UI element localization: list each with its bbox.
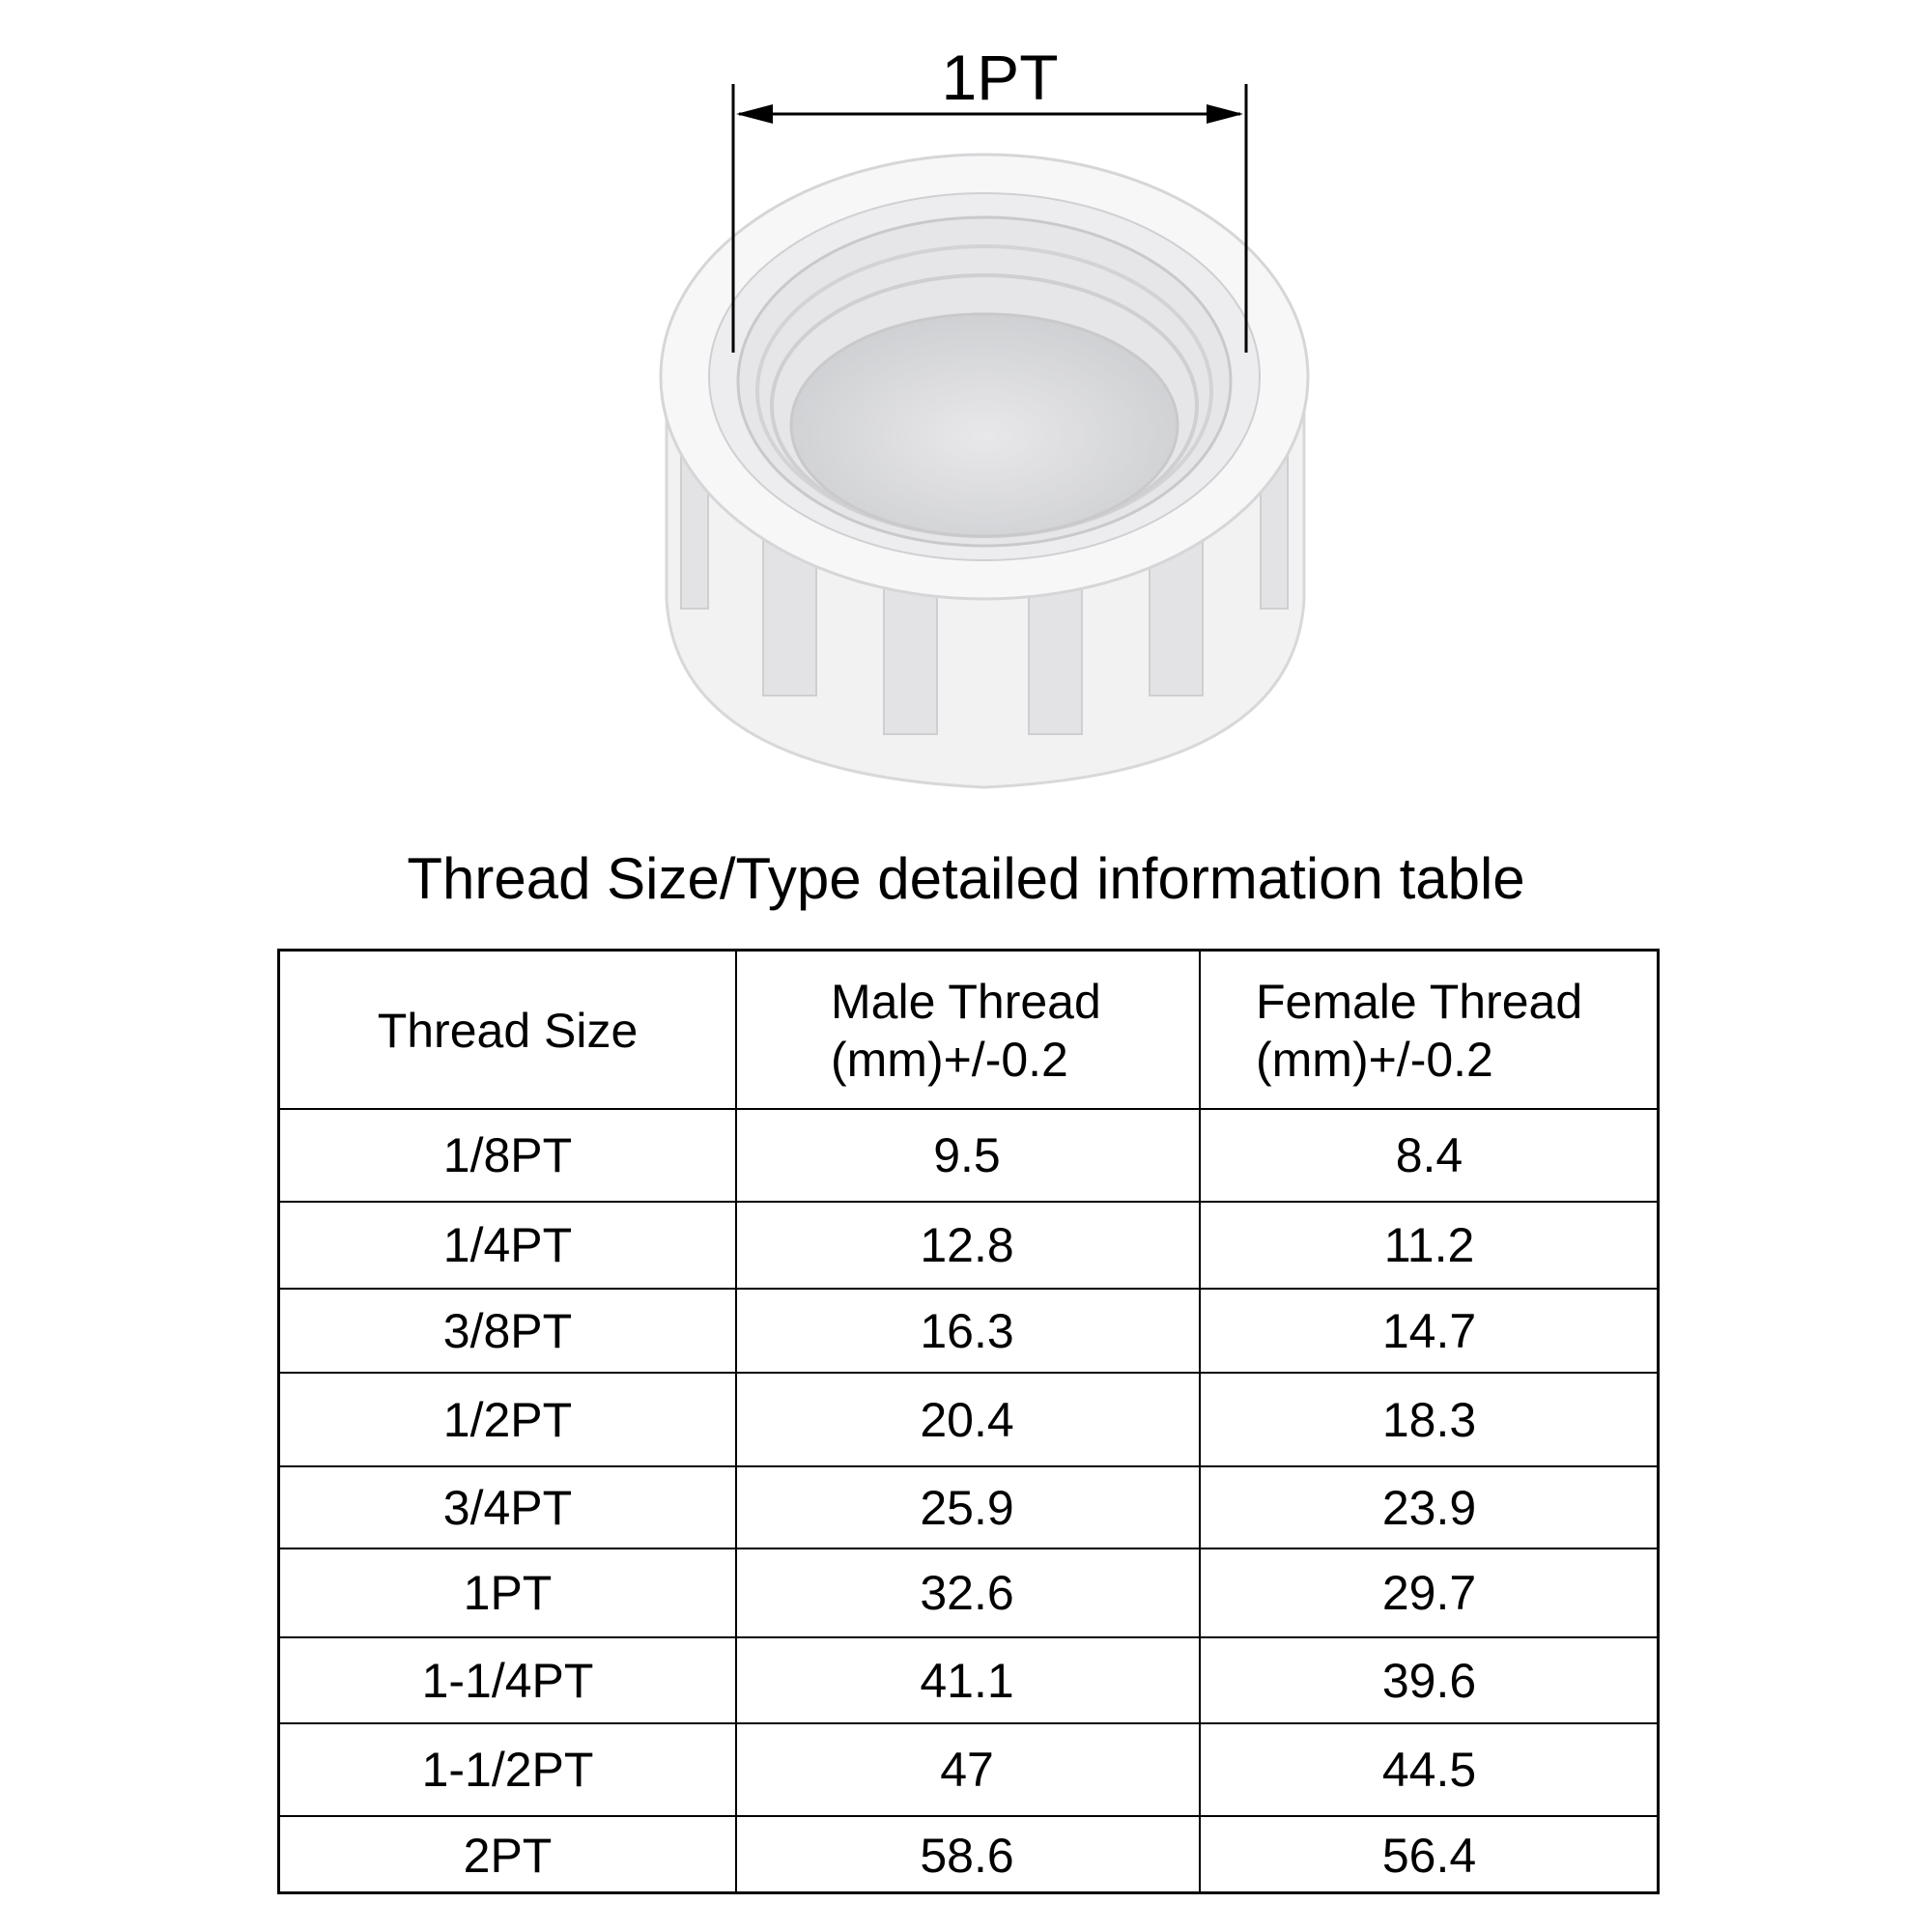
row-divider	[280, 1722, 1657, 1724]
cell-male-thread: 47	[940, 1743, 994, 1797]
cell-thread-size: 1-1/2PT	[421, 1743, 594, 1797]
table-title: Thread Size/Type detailed information ta…	[407, 846, 1525, 911]
cell-female-thread: 8.4	[1395, 1128, 1463, 1182]
header-label: Female Thread	[1256, 974, 1583, 1029]
cell-male-thread: 32.6	[920, 1566, 1014, 1620]
cell-thread-size: 2PT	[463, 1828, 553, 1883]
row-divider	[280, 1288, 1657, 1290]
cell-male-thread: 12.8	[920, 1218, 1014, 1272]
row-divider	[280, 1548, 1657, 1549]
column-divider	[735, 952, 737, 1891]
cell-male-thread: 25.9	[920, 1480, 1014, 1535]
cell-female-thread: 29.7	[1381, 1566, 1477, 1620]
cell-female-thread: 39.6	[1381, 1653, 1477, 1708]
row-divider	[280, 1108, 1657, 1110]
cell-thread-size: 1/2PT	[442, 1392, 573, 1447]
header-label: Thread Size	[377, 1003, 639, 1058]
header-male-thread: Male Thread (mm)+/-0.2	[831, 952, 1198, 1109]
row-divider	[280, 1465, 1657, 1467]
cell-female-thread: 14.7	[1381, 1303, 1477, 1358]
header-label: Male Thread	[831, 974, 1101, 1029]
cell-male-thread: 9.5	[933, 1128, 1001, 1182]
row-divider	[280, 1815, 1657, 1817]
pipe-cap-photo	[659, 84, 1310, 789]
cell-female-thread: 56.4	[1381, 1828, 1477, 1883]
cell-thread-size: 3/4PT	[442, 1480, 573, 1535]
cell-thread-size: 3/8PT	[442, 1303, 573, 1358]
column-divider	[1199, 952, 1201, 1891]
cell-thread-size: 1/8PT	[442, 1128, 573, 1182]
cell-thread-size: 1PT	[463, 1566, 553, 1620]
cell-thread-size: 1-1/4PT	[421, 1653, 594, 1708]
thread-size-table: Thread Size Male Thread (mm)+/-0.2 Female…	[277, 949, 1660, 1894]
cell-male-thread: 41.1	[920, 1653, 1014, 1708]
row-divider	[280, 1201, 1657, 1203]
row-divider	[280, 1372, 1657, 1374]
cell-male-thread: 58.6	[920, 1828, 1014, 1883]
cell-female-thread: 44.5	[1381, 1743, 1477, 1797]
header-female-thread: Female Thread (mm)+/-0.2	[1256, 952, 1662, 1109]
header-thread-size: Thread Size	[280, 952, 735, 1109]
cell-thread-size: 1/4PT	[442, 1218, 573, 1272]
cell-female-thread: 23.9	[1381, 1480, 1477, 1535]
row-divider	[280, 1636, 1657, 1638]
dimension-label: 1PT	[941, 42, 1059, 113]
header-unit: (mm)+/-0.2	[831, 1032, 1068, 1087]
cell-male-thread: 16.3	[920, 1303, 1014, 1358]
cell-female-thread: 11.2	[1383, 1218, 1475, 1272]
cell-female-thread: 18.3	[1381, 1392, 1477, 1447]
header-unit: (mm)+/-0.2	[1256, 1032, 1493, 1087]
cell-male-thread: 20.4	[920, 1392, 1014, 1447]
